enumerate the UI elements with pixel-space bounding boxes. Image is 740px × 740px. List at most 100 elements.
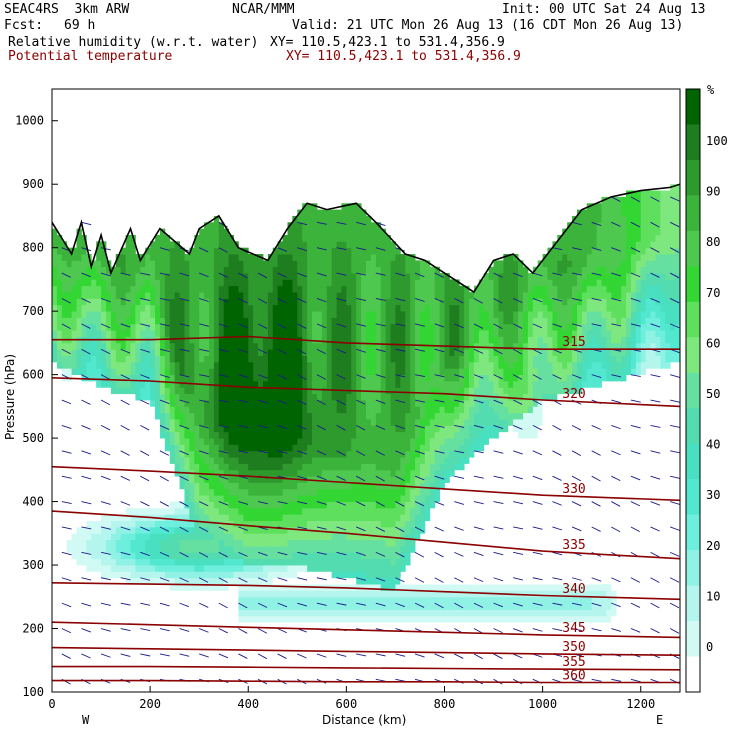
- humidity-cell: [527, 342, 534, 350]
- humidity-cell: [248, 584, 254, 591]
- humidity-cell: [150, 400, 156, 407]
- humidity-cell: [547, 590, 553, 598]
- humidity-cell: [213, 222, 220, 230]
- humidity-cell: [449, 311, 455, 318]
- humidity-cell: [218, 361, 225, 369]
- humidity-cell: [375, 406, 382, 414]
- humidity-cell: [331, 546, 337, 553]
- humidity-cell: [459, 438, 465, 445]
- humidity-cell: [209, 273, 215, 280]
- humidity-cell: [351, 419, 357, 426]
- humidity-cell: [542, 266, 548, 274]
- humidity-cell: [488, 266, 494, 274]
- humidity-cell: [346, 558, 352, 566]
- humidity-cell: [331, 552, 337, 560]
- humidity-cell: [253, 438, 259, 445]
- humidity-cell: [287, 254, 293, 261]
- humidity-cell: [454, 609, 460, 617]
- humidity-cell: [209, 241, 215, 249]
- humidity-cell: [135, 577, 141, 585]
- humidity-cell: [194, 317, 200, 325]
- humidity-cell: [307, 311, 313, 318]
- humidity-cell: [184, 330, 190, 337]
- humidity-cell: [125, 355, 131, 363]
- humidity-cell: [262, 622, 269, 629]
- humidity-cell: [233, 425, 239, 433]
- humidity-cell: [115, 266, 122, 274]
- humidity-cell: [204, 342, 210, 350]
- humidity-cell: [204, 438, 210, 445]
- humidity-cell: [213, 247, 220, 255]
- humidity-cell: [307, 596, 313, 604]
- humidity-cell: [81, 247, 87, 255]
- humidity-cell: [302, 323, 308, 331]
- humidity-cell: [115, 298, 122, 306]
- humidity-cell: [81, 241, 87, 249]
- humidity-cell: [547, 317, 553, 325]
- humidity-cell: [135, 311, 141, 318]
- humidity-cell: [405, 507, 411, 515]
- humidity-cell: [385, 469, 391, 477]
- humidity-cell: [527, 603, 534, 610]
- humidity-cell: [513, 273, 519, 280]
- humidity-cell: [174, 412, 180, 420]
- humidity-cell: [429, 266, 436, 274]
- humidity-cell: [159, 247, 166, 255]
- humidity-cell: [115, 311, 122, 318]
- humidity-cell: [331, 228, 337, 236]
- humidity-cell: [110, 292, 117, 299]
- humidity-cell: [390, 330, 396, 337]
- humidity-cell: [174, 546, 180, 553]
- humidity-cell: [253, 342, 259, 350]
- humidity-cell: [547, 584, 553, 591]
- humidity-cell: [449, 285, 455, 293]
- humidity-cell: [189, 565, 195, 572]
- humidity-cell: [282, 298, 288, 306]
- humidity-cell: [331, 507, 337, 515]
- humidity-cell: [233, 431, 239, 439]
- humidity-cell: [356, 292, 362, 299]
- humidity-cell: [307, 406, 313, 414]
- humidity-cell: [189, 304, 195, 312]
- humidity-cell: [424, 450, 431, 458]
- humidity-cell: [449, 577, 455, 585]
- humidity-cell: [532, 438, 539, 445]
- humidity-cell: [434, 285, 440, 293]
- humidity-cell: [248, 406, 254, 414]
- humidity-cell: [429, 406, 436, 414]
- humidity-cell: [189, 552, 195, 560]
- humidity-cell: [145, 577, 151, 585]
- humidity-cell: [361, 552, 367, 560]
- humidity-cell: [483, 584, 490, 591]
- humidity-cell: [518, 609, 524, 617]
- humidity-cell: [204, 419, 210, 426]
- humidity-cell: [370, 584, 377, 591]
- humidity-cell: [439, 311, 445, 318]
- humidity-cell: [209, 457, 215, 464]
- humidity-cell: [199, 266, 205, 274]
- humidity-cell: [194, 292, 200, 299]
- humidity-cell: [351, 507, 357, 515]
- humidity-cell: [184, 311, 190, 318]
- humidity-cell: [307, 355, 313, 363]
- humidity-cell: [179, 463, 185, 471]
- humidity-cell: [547, 298, 553, 306]
- humidity-cell: [223, 260, 230, 268]
- humidity-cell: [385, 387, 391, 395]
- humidity-cell: [297, 374, 303, 382]
- humidity-cell: [115, 285, 122, 293]
- humidity-cell: [76, 317, 82, 325]
- humidity-cell: [385, 368, 391, 376]
- humidity-cell: [503, 279, 509, 287]
- humidity-cell: [316, 298, 323, 306]
- humidity-cell: [248, 507, 254, 515]
- humidity-cell: [277, 482, 283, 490]
- humidity-cell: [179, 526, 185, 534]
- humidity-cell: [169, 514, 176, 522]
- humidity-cell: [513, 285, 519, 293]
- humidity-cell: [361, 457, 367, 464]
- humidity-cell: [238, 546, 244, 553]
- humidity-cell: [159, 355, 166, 363]
- humidity-cell: [189, 457, 195, 464]
- humidity-cell: [86, 526, 92, 534]
